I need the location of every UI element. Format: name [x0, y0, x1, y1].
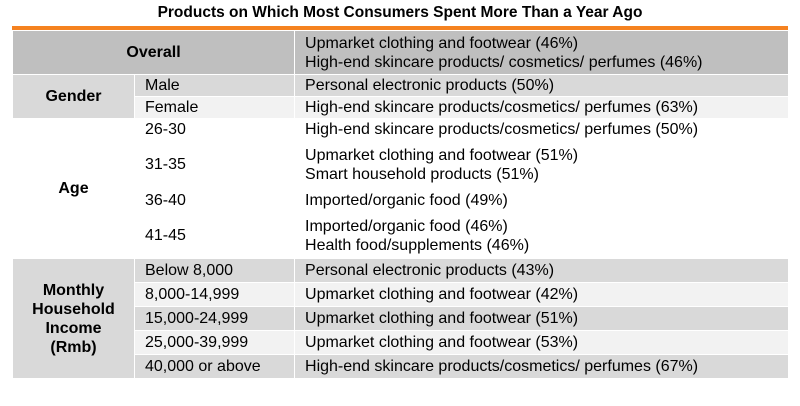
- segment-cell: 26-30: [133, 118, 296, 141]
- table-row: 8,000-14,999 Upmarket clothing and footw…: [13, 282, 790, 307]
- table-row: 36-40 Imported/organic food (49%): [13, 188, 790, 213]
- segment-cell: 36-40: [133, 188, 296, 213]
- product-cell: High-end skincare products/cosmetics/ pe…: [294, 354, 790, 379]
- product-line: High-end skincare products/ cosmetics/ p…: [305, 53, 703, 71]
- overall-label: Overall: [11, 30, 296, 75]
- gender-label: Gender: [12, 74, 135, 119]
- product-cell: High-end skincare products/cosmetics/ pe…: [294, 96, 790, 119]
- segment-cell: 15,000-24,999: [133, 306, 296, 331]
- product-cell: Upmarket clothing and footwear (51%): [294, 306, 790, 331]
- product-cell: Upmarket clothing and footwear (53%): [294, 330, 790, 355]
- product-line: Upmarket clothing and footwear (46%): [305, 34, 579, 52]
- product-cell: Personal electronic products (50%): [294, 74, 790, 97]
- segment-cell: 31-35: [133, 140, 296, 189]
- product-cell: Upmarket clothing and footwear (42%): [294, 282, 790, 307]
- age-label: Age: [12, 118, 135, 259]
- table-row: 41-45 Imported/organic food (46%) Health…: [13, 212, 790, 259]
- product-line: Upmarket clothing and footwear (51%): [305, 146, 579, 164]
- table-row: Female High-end skincare products/cosmet…: [13, 96, 790, 119]
- table-row: Age 26-30 High-end skincare products/cos…: [12, 118, 790, 259]
- product-cell: Imported/organic food (46%) Health food/…: [294, 212, 790, 259]
- income-label-line: Income: [45, 319, 102, 337]
- income-label-line: Household: [32, 300, 115, 318]
- consumer-spending-table: Overall Upmarket clothing and footwear (…: [11, 30, 790, 379]
- table-row: 15,000-24,999 Upmarket clothing and foot…: [13, 306, 790, 331]
- table-row: 31-35 Upmarket clothing and footwear (51…: [13, 140, 790, 189]
- income-label-line: (Rmb): [50, 338, 97, 356]
- table-row: 40,000 or above High-end skincare produc…: [13, 354, 790, 379]
- product-cell: Imported/organic food (49%): [294, 188, 790, 213]
- accent-bar: [12, 26, 788, 30]
- segment-cell: Male: [133, 74, 296, 97]
- table-row: Gender Male Personal electronic products…: [12, 74, 790, 119]
- product-cell: High-end skincare products/cosmetics/ pe…: [294, 118, 790, 141]
- segment-cell: 8,000-14,999: [133, 282, 296, 307]
- income-label: Monthly Household Income (Rmb): [12, 258, 135, 379]
- segment-cell: Below 8,000: [133, 258, 296, 283]
- product-line: Smart household products (51%): [305, 165, 539, 183]
- table-row: Monthly Household Income (Rmb) Below 8,0…: [12, 258, 790, 379]
- segment-cell: Female: [133, 96, 296, 119]
- segment-cell: 25,000-39,999: [133, 330, 296, 355]
- income-label-line: Monthly: [42, 281, 105, 299]
- product-cell: Personal electronic products (43%): [294, 258, 790, 283]
- overall-products: Upmarket clothing and footwear (46%) Hig…: [294, 30, 790, 75]
- product-cell: Upmarket clothing and footwear (51%) Sma…: [294, 140, 790, 189]
- segment-cell: 40,000 or above: [133, 354, 296, 379]
- table-title: Products on Which Most Consumers Spent M…: [157, 4, 643, 21]
- table-row: Overall Upmarket clothing and footwear (…: [11, 30, 790, 75]
- segment-cell: 41-45: [133, 212, 296, 259]
- product-line: Imported/organic food (46%): [305, 217, 508, 235]
- product-line: Health food/supplements (46%): [305, 236, 530, 254]
